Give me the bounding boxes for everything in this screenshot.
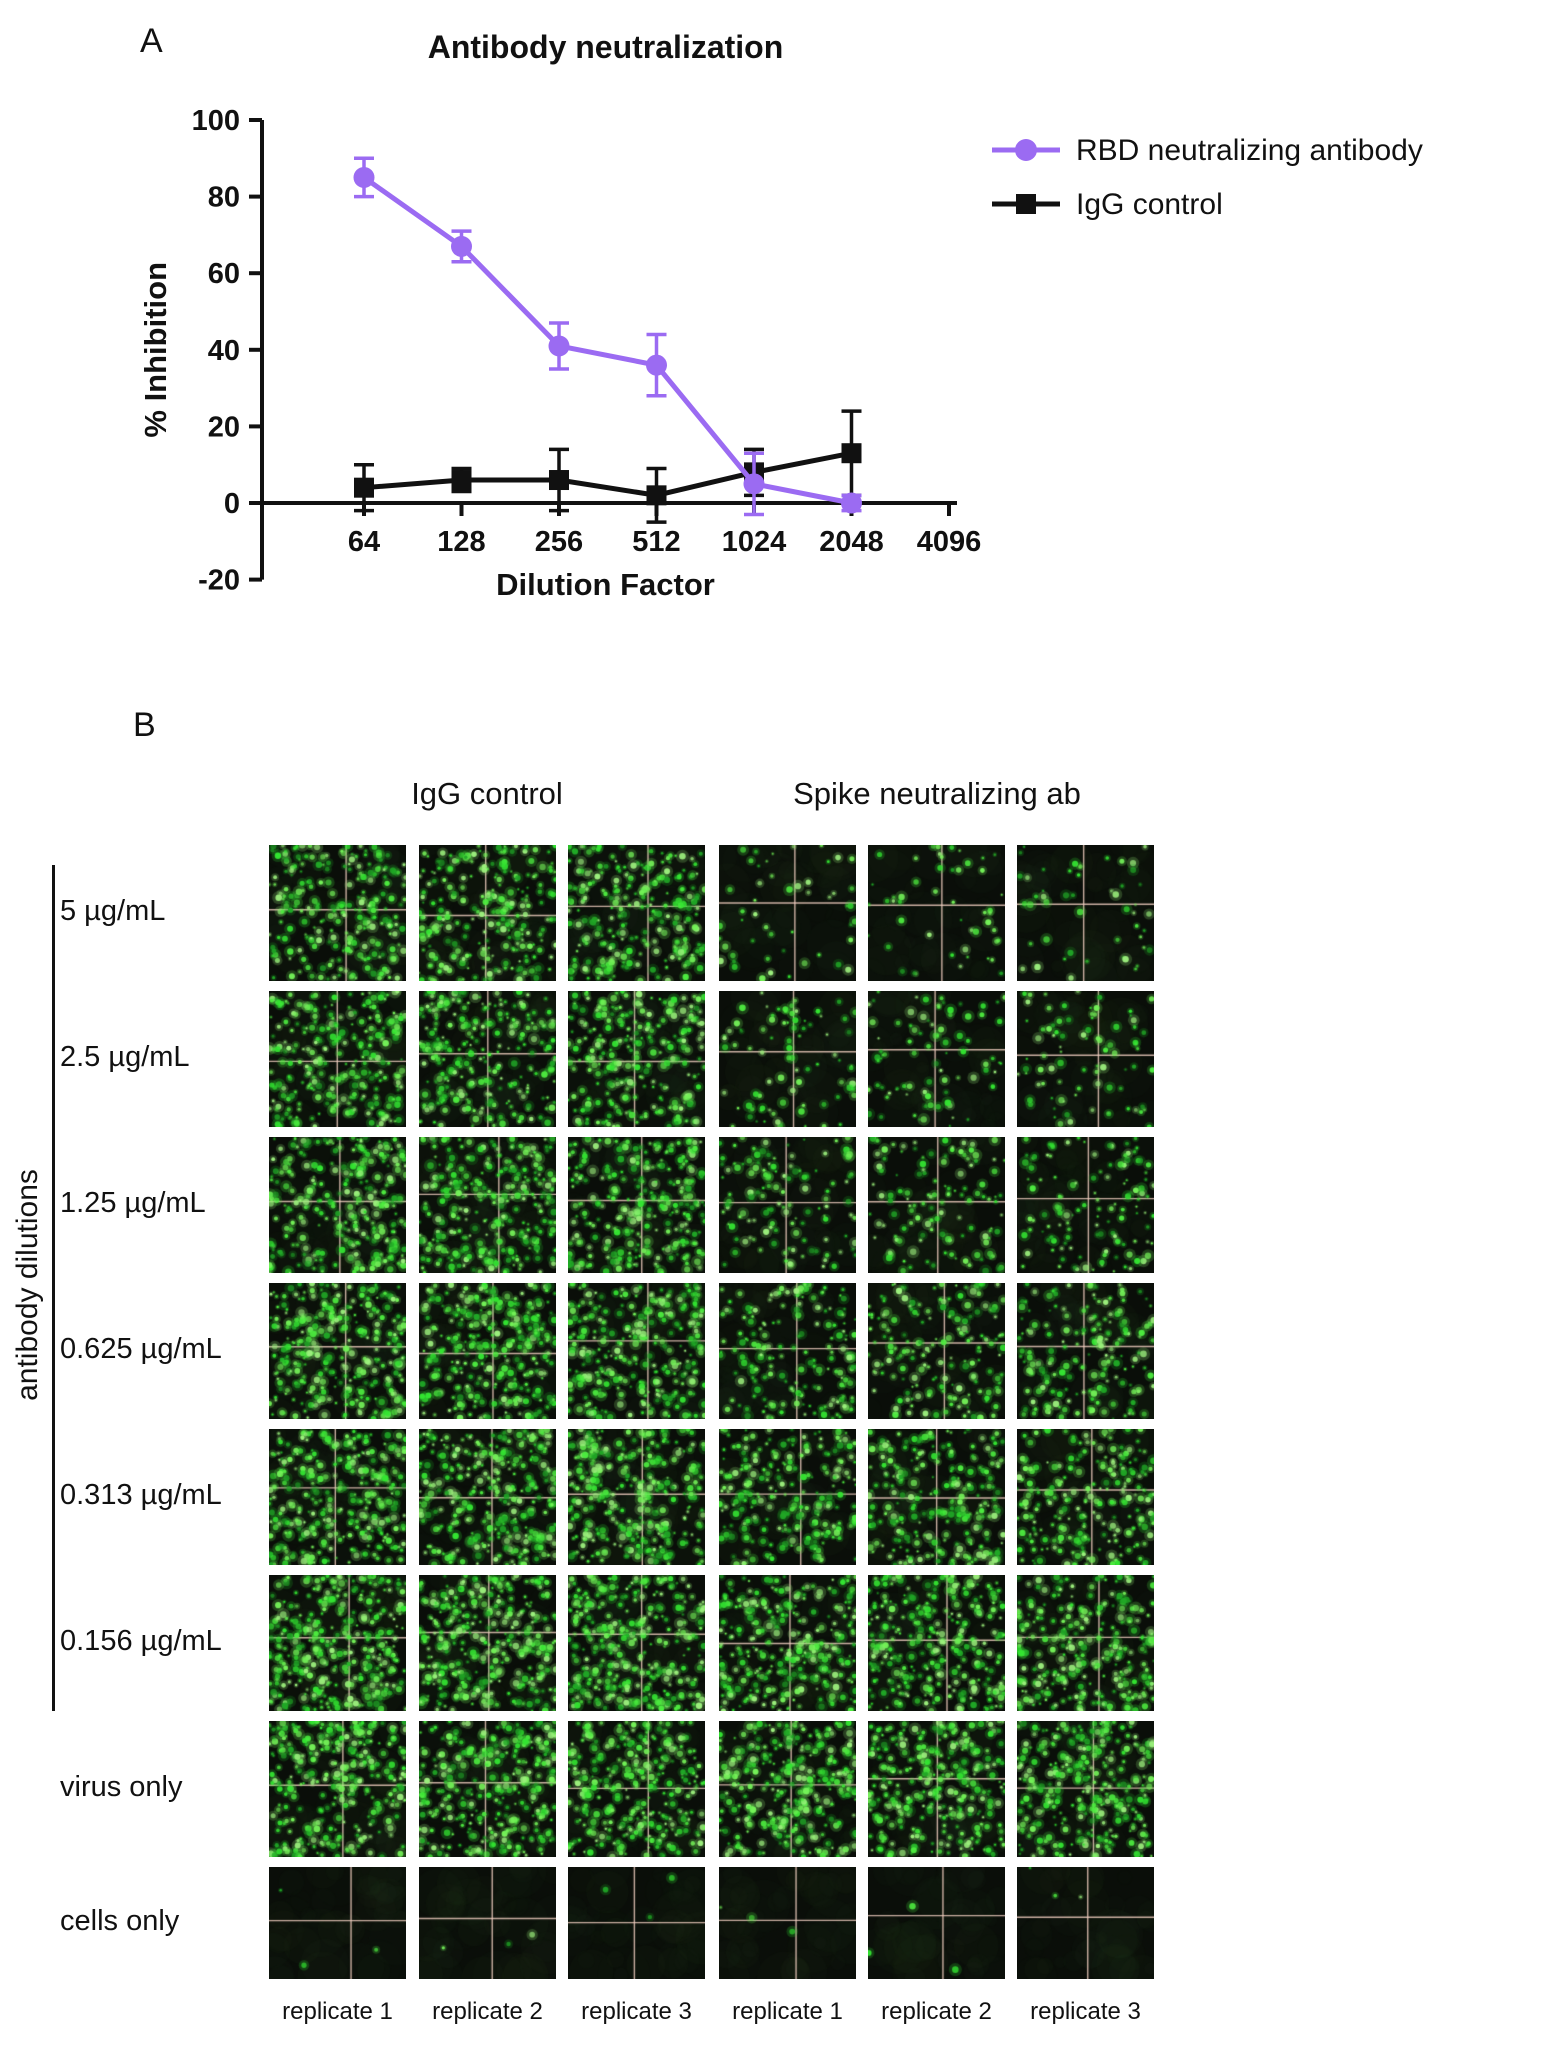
chart-text: -20 bbox=[198, 565, 240, 597]
microscopy-image bbox=[1017, 1283, 1154, 1419]
microscopy-image bbox=[1017, 845, 1154, 981]
microscopy-image bbox=[1017, 1575, 1154, 1711]
row-label: 0.625 µg/mL bbox=[60, 1333, 222, 1365]
microscopy-image bbox=[719, 1283, 856, 1419]
microscopy-image bbox=[868, 1575, 1005, 1711]
chart-text: 128 bbox=[437, 526, 485, 558]
microscopy-image bbox=[868, 991, 1005, 1127]
microscopy-image bbox=[568, 991, 705, 1127]
microscopy-image bbox=[269, 1283, 406, 1419]
microscopy-image bbox=[719, 1575, 856, 1711]
row-label: cells only bbox=[60, 1905, 180, 1937]
microscopy-image bbox=[568, 845, 705, 981]
microscopy-image bbox=[568, 1429, 705, 1565]
microscopy-image bbox=[719, 845, 856, 981]
chart-text: 2048 bbox=[819, 526, 884, 558]
neutralization-chart: -20 0 20 40 60 80 100 64 128 256 512 1024 2048 4096 An… bbox=[138, 29, 1423, 602]
microscopy-image bbox=[868, 1137, 1005, 1273]
row-label: virus only bbox=[60, 1771, 183, 1803]
microscopy-image bbox=[269, 991, 406, 1127]
microscopy-image bbox=[419, 1867, 556, 1979]
row-label: 0.313 µg/mL bbox=[60, 1479, 222, 1511]
chart-text: 0 bbox=[224, 488, 240, 520]
microscopy-image bbox=[419, 1721, 556, 1857]
chart-text: 256 bbox=[535, 526, 583, 558]
replicate-label: replicate 1 bbox=[732, 1998, 843, 2025]
microscopy-image bbox=[1017, 991, 1154, 1127]
chart-text: IgG control bbox=[1076, 188, 1223, 221]
microscopy-image bbox=[269, 1429, 406, 1565]
chart-text: RBD neutralizing antibody bbox=[1076, 134, 1423, 167]
panel-b-label: B bbox=[133, 706, 156, 744]
chart-text: 1024 bbox=[722, 526, 787, 558]
chart-text: 100 bbox=[192, 105, 240, 137]
microscopy-image bbox=[719, 1721, 856, 1857]
chart-legend: RBD neutralizing antibody IgG control bbox=[992, 134, 1423, 221]
chart-text: Antibody neutralization bbox=[428, 29, 784, 65]
microscopy-image bbox=[568, 1283, 705, 1419]
chart-text: 80 bbox=[208, 182, 240, 214]
replicate-label: replicate 2 bbox=[432, 1998, 543, 2025]
microscopy-image bbox=[868, 1429, 1005, 1565]
microscopy-image bbox=[1017, 1867, 1154, 1979]
chart-text: % Inhibition bbox=[138, 262, 173, 438]
side-label-antibody-dilutions: antibody dilutions bbox=[11, 1169, 44, 1401]
microscopy-image bbox=[269, 1137, 406, 1273]
microscopy-image bbox=[868, 845, 1005, 981]
row-label: 2.5 µg/mL bbox=[60, 1041, 190, 1073]
microscopy-image bbox=[568, 1137, 705, 1273]
chart-text: 64 bbox=[348, 526, 380, 558]
chart-text: Dilution Factor bbox=[496, 567, 715, 602]
microscopy-image bbox=[419, 1283, 556, 1419]
panel-a-label: A bbox=[140, 22, 163, 60]
row-label: 1.25 µg/mL bbox=[60, 1187, 206, 1219]
microscopy-image bbox=[419, 845, 556, 981]
microscopy-image bbox=[269, 1721, 406, 1857]
microscopy-image bbox=[868, 1283, 1005, 1419]
microscopy-image bbox=[719, 991, 856, 1127]
chart-text: 60 bbox=[208, 258, 240, 290]
microscopy-image bbox=[868, 1867, 1005, 1979]
microscopy-image bbox=[719, 1429, 856, 1565]
microscopy-image bbox=[719, 1137, 856, 1273]
chart-text: 4096 bbox=[917, 526, 982, 558]
microscopy-image bbox=[419, 1429, 556, 1565]
series-igg-control bbox=[354, 409, 862, 524]
replicate-label: replicate 3 bbox=[1030, 1998, 1141, 2025]
microscopy-image bbox=[419, 991, 556, 1127]
group-header-igg-control: IgG control bbox=[411, 776, 563, 811]
microscopy-image bbox=[1017, 1137, 1154, 1273]
replicate-label: replicate 1 bbox=[282, 1998, 393, 2025]
microscopy-image bbox=[269, 1575, 406, 1711]
microscopy-image bbox=[868, 1721, 1005, 1857]
microscopy-image bbox=[1017, 1721, 1154, 1857]
dilution-bracket-line bbox=[52, 865, 55, 1711]
microscopy-image bbox=[1017, 1429, 1154, 1565]
microscopy-image bbox=[568, 1721, 705, 1857]
microscopy-image bbox=[419, 1137, 556, 1273]
series-rbd-neutralizing-antibody bbox=[353, 156, 862, 517]
group-header-spike-neutralizing-ab: Spike neutralizing ab bbox=[793, 776, 1081, 811]
chart-text: 512 bbox=[632, 526, 680, 558]
microscopy-image bbox=[719, 1867, 856, 1979]
microscopy-image bbox=[419, 1575, 556, 1711]
microscopy-image bbox=[269, 845, 406, 981]
replicate-label: replicate 2 bbox=[881, 1998, 992, 2025]
microscopy-image bbox=[568, 1575, 705, 1711]
row-label: 0.156 µg/mL bbox=[60, 1625, 222, 1657]
chart-text: 40 bbox=[208, 335, 240, 367]
microscopy-image bbox=[269, 1867, 406, 1979]
chart-text: 20 bbox=[208, 411, 240, 443]
replicate-label: replicate 3 bbox=[581, 1998, 692, 2025]
microscopy-image bbox=[568, 1867, 705, 1979]
row-label: 5 µg/mL bbox=[60, 895, 166, 927]
